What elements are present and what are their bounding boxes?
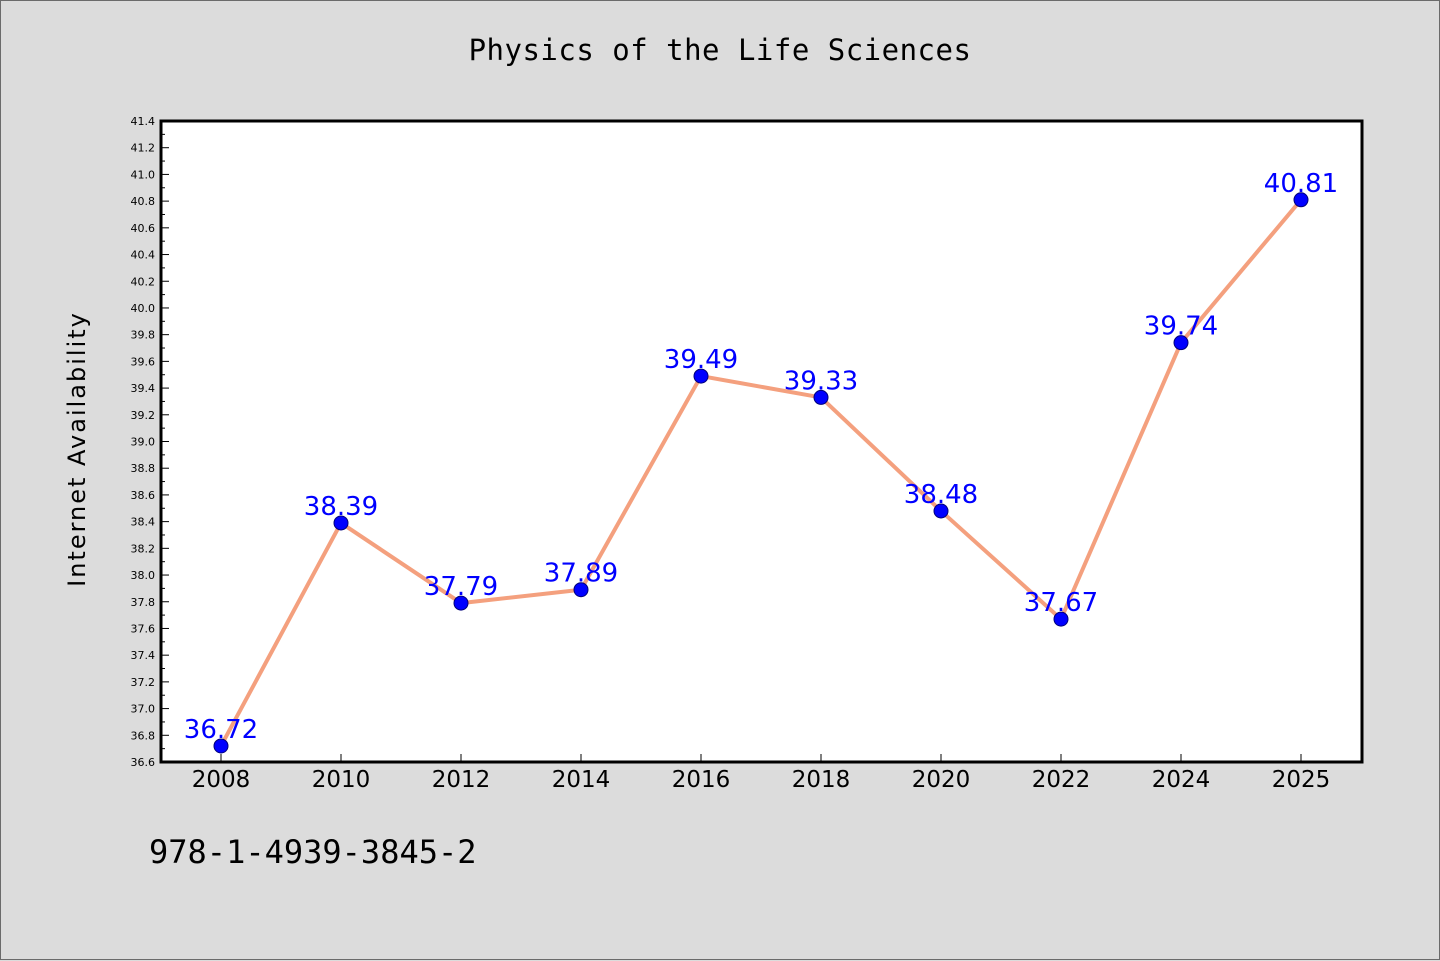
x-tick-label: 2012 — [432, 767, 491, 793]
data-point — [213, 738, 229, 754]
y-tick-label: 38.2 — [131, 542, 156, 555]
y-tick-label: 36.6 — [131, 756, 156, 769]
y-axis: 36.6 36.8 37.0 37.2 37.4 37.6 37.8 38.0 38.2 38.4… — [131, 115, 169, 769]
x-tick-label: 2018 — [792, 767, 851, 793]
plot-area — [159, 119, 1364, 764]
y-tick-label: 39.4 — [131, 382, 156, 395]
chart-title: Physics of the Life Sciences — [468, 33, 972, 67]
y-axis-label: Internet Availability — [63, 311, 91, 587]
data-label: 39.74 — [1144, 312, 1218, 342]
x-tick-label: 2025 — [1272, 767, 1331, 793]
data-point — [333, 515, 349, 531]
y-tick-label: 40.2 — [131, 275, 156, 288]
x-tick-label: 2008 — [192, 767, 251, 793]
data-label: 39.33 — [784, 366, 858, 396]
data-label: 40.81 — [1264, 169, 1338, 199]
y-tick-label: 38.6 — [131, 489, 156, 502]
data-point — [933, 503, 949, 519]
x-tick-label: 2016 — [672, 767, 731, 793]
y-tick-label: 40.8 — [131, 195, 156, 208]
y-tick-label: 41.0 — [131, 168, 156, 181]
y-tick-label: 39.0 — [131, 436, 156, 449]
y-tick-label: 36.8 — [131, 729, 156, 742]
y-tick-label: 37.4 — [131, 649, 156, 662]
data-point — [1173, 335, 1189, 351]
x-axis: 2008 2010 2012 2014 2016 2018 2020 2022 2024 2025 — [192, 754, 1331, 793]
y-tick-label: 40.6 — [131, 222, 156, 235]
y-tick-label: 39.2 — [131, 409, 156, 422]
data-point — [573, 582, 589, 598]
data-point — [813, 389, 829, 405]
y-tick-label: 38.8 — [131, 462, 156, 475]
data-label: 37.79 — [424, 572, 498, 602]
data-label: 37.67 — [1024, 588, 1098, 618]
isbn-text: 978-1-4939-3845-2 — [149, 833, 477, 871]
y-tick-label: 38.0 — [131, 569, 156, 582]
data-label: 38.39 — [304, 492, 378, 522]
y-tick-label: 37.2 — [131, 676, 156, 689]
x-tick-label: 2024 — [1152, 767, 1211, 793]
series-line-group — [213, 192, 1309, 754]
x-tick-label: 2010 — [312, 767, 371, 793]
data-point — [1053, 611, 1069, 627]
data-label: 36.72 — [184, 715, 258, 745]
y-tick-label: 37.8 — [131, 596, 156, 609]
data-label: 38.48 — [904, 480, 978, 510]
y-tick-label: 40.4 — [131, 249, 156, 262]
series-line — [219, 198, 1303, 747]
y-tick-label: 37.6 — [131, 622, 156, 635]
y-tick-label: 38.4 — [131, 516, 156, 529]
y-tick-label: 40.0 — [131, 302, 156, 315]
x-tick-label: 2020 — [912, 767, 971, 793]
y-tick-label: 39.6 — [131, 355, 156, 368]
data-labels: 36.72 38.39 37.79 37.89 39.49 39.33 38.48 37.67… — [184, 169, 1338, 745]
y-tick-label: 41.4 — [131, 115, 156, 128]
y-tick-label: 41.2 — [131, 142, 156, 155]
data-point — [693, 368, 709, 384]
x-tick-label: 2014 — [552, 767, 611, 793]
x-tick-label: 2022 — [1032, 767, 1091, 793]
data-point — [1293, 192, 1309, 208]
data-label: 37.89 — [544, 559, 618, 589]
y-tick-label: 39.8 — [131, 329, 156, 342]
data-point — [453, 595, 469, 611]
y-tick-label: 37.0 — [131, 703, 156, 716]
data-label: 39.49 — [664, 345, 738, 375]
